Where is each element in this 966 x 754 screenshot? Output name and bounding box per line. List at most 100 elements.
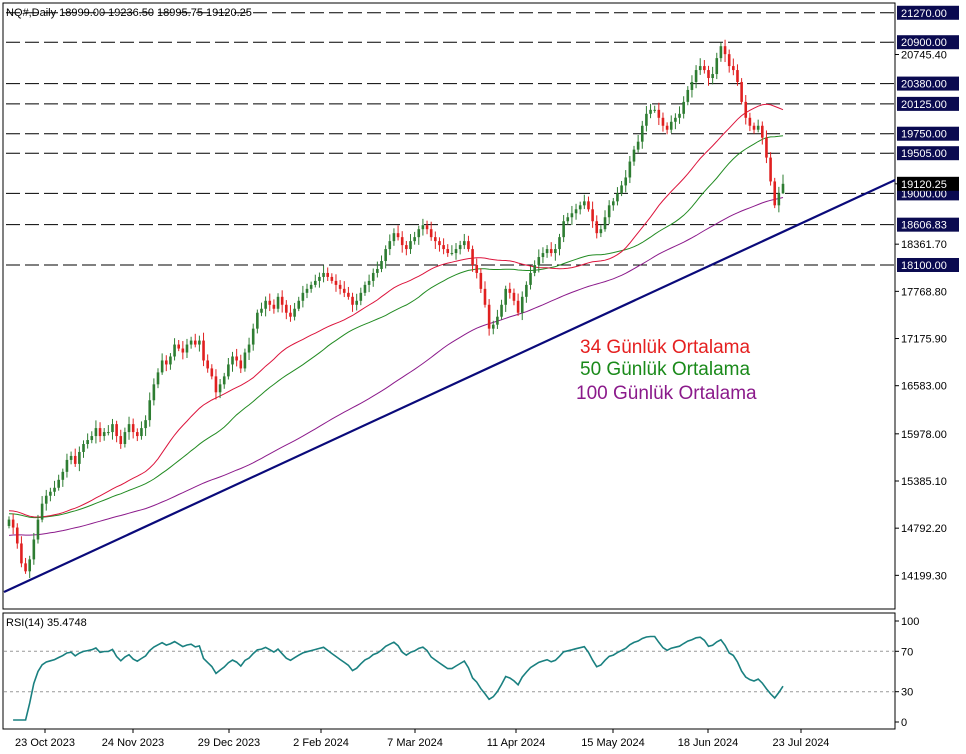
- x-tick-label: 23 Oct 2023: [15, 737, 75, 749]
- candle-body: [73, 455, 77, 464]
- candle-body: [405, 245, 408, 250]
- candle-body: [425, 225, 429, 230]
- candle-body: [496, 316, 499, 325]
- level-label: 20125.00: [901, 99, 947, 111]
- candle-body: [177, 344, 181, 349]
- candle-body: [384, 249, 387, 262]
- candle-body: [578, 205, 582, 210]
- candle-body: [446, 249, 450, 254]
- candle-body: [616, 193, 619, 202]
- candle-body: [475, 264, 479, 273]
- candle-body: [636, 141, 640, 150]
- candle-body: [115, 424, 118, 437]
- candle-body: [181, 348, 185, 353]
- candle-body: [740, 81, 743, 102]
- candle-body: [765, 137, 768, 158]
- candle-body: [736, 70, 739, 82]
- candle-body: [504, 288, 507, 305]
- candle-body: [607, 205, 611, 218]
- candle-body: [102, 432, 106, 437]
- ma100-line: [8, 197, 784, 536]
- candle-body: [533, 264, 536, 273]
- candle-body: [727, 54, 731, 67]
- candle-body: [665, 125, 669, 130]
- candle-body: [148, 400, 152, 421]
- candle-body: [595, 221, 599, 234]
- candle-body: [227, 364, 230, 377]
- ma100-legend: 100 Günlük Ortalama: [576, 383, 757, 404]
- candle-body: [566, 217, 570, 222]
- candle-body: [24, 563, 27, 572]
- candle-body: [156, 372, 160, 385]
- candle-body: [756, 125, 760, 130]
- ma34-line: [8, 103, 784, 518]
- candle-body: [376, 268, 379, 273]
- candle-body: [189, 340, 193, 345]
- level-label: 21270.00: [901, 8, 947, 20]
- y-tick-label: 14199.30: [901, 570, 947, 582]
- candle-body: [500, 304, 503, 317]
- candle-body: [69, 455, 73, 460]
- candle-body: [140, 428, 143, 437]
- candle-body: [388, 241, 392, 250]
- rsi-tick-label: 30: [901, 687, 913, 699]
- level-label-box: [897, 35, 959, 50]
- candle-body: [111, 424, 114, 433]
- candle-body: [396, 233, 400, 238]
- level-label: 20900.00: [901, 37, 947, 49]
- candle-body: [587, 201, 590, 210]
- rsi-line: [13, 635, 784, 721]
- candle-body: [678, 113, 681, 118]
- candle-body: [152, 384, 156, 401]
- candle-body: [222, 376, 226, 385]
- candle-body: [61, 471, 65, 480]
- candle-body: [491, 324, 495, 329]
- candle-body: [707, 70, 710, 79]
- candle-body: [549, 249, 553, 254]
- candle-body: [769, 157, 772, 182]
- candle-body: [164, 360, 168, 365]
- candle-body: [529, 272, 532, 285]
- x-tick-label: 23 Jul 2024: [773, 737, 830, 749]
- rsi-tick-label: 100: [901, 616, 919, 628]
- candle-body: [289, 312, 292, 317]
- candle-body: [512, 292, 516, 301]
- candle-body: [371, 272, 375, 281]
- last-price-box: [897, 176, 959, 191]
- candle-body: [458, 245, 462, 250]
- candle-body: [256, 312, 259, 329]
- candle-body: [732, 66, 735, 71]
- candle-body: [537, 257, 541, 265]
- ma50-legend: 50 Günlük Ortalama: [580, 359, 750, 380]
- candle-body: [570, 213, 574, 218]
- candle-body: [421, 225, 425, 230]
- candle-body: [293, 308, 296, 317]
- candle-body: [40, 503, 44, 520]
- candle-body: [562, 221, 565, 238]
- candle-body: [202, 340, 205, 361]
- level-label: 18606.83: [901, 220, 947, 232]
- x-tick-label: 18 Jun 2024: [678, 737, 739, 749]
- candle-body: [554, 249, 557, 254]
- candle-body: [330, 276, 334, 281]
- candle-body: [36, 519, 40, 540]
- candle-body: [487, 304, 491, 329]
- candle-body: [628, 161, 632, 178]
- candle-body: [438, 241, 441, 246]
- candle-body: [409, 241, 412, 250]
- candle-body: [65, 459, 69, 472]
- candle-body: [640, 125, 644, 142]
- y-tick-label: 16583.00: [901, 381, 947, 393]
- y-tick-label: 15385.10: [901, 476, 947, 488]
- level-label: 19505.00: [901, 148, 947, 160]
- candle-body: [11, 519, 15, 528]
- candle-body: [351, 296, 354, 305]
- candle-body: [694, 70, 698, 82]
- trend-line: [3, 179, 896, 593]
- x-tick-label: 29 Dec 2023: [198, 737, 260, 749]
- candle-body: [450, 253, 454, 255]
- candle-body: [773, 181, 777, 206]
- candle-body: [119, 436, 123, 445]
- candle-body: [127, 424, 131, 433]
